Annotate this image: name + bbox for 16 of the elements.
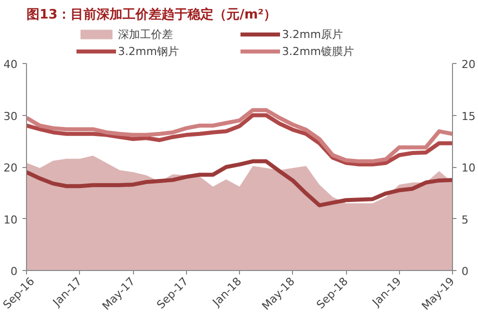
chart-title: 图13：目前深加工价差趋于稳定（元/m²） (26, 6, 277, 22)
y-tick-label: 20 (4, 162, 18, 174)
y2-tick-label: 0 (462, 265, 468, 278)
y-tick-label: 10 (4, 213, 18, 226)
y2-tick-label: 15 (462, 110, 476, 123)
legend-label: 3.2mm原片 (282, 26, 344, 42)
y2-tick-label: 20 (462, 58, 476, 71)
legend-label: 3.2mm镀膜片 (282, 44, 355, 58)
line-series (26, 159, 452, 208)
y2-tick-label: 10 (462, 162, 476, 174)
y2-tick-label: 5 (462, 213, 468, 226)
legend-label: 3.2mm钢片 (118, 44, 180, 58)
y-tick-label: 0 (10, 265, 18, 278)
legend-label: 深加工价差 (118, 26, 174, 42)
y-tick-label: 40 (4, 58, 18, 71)
y-tick-label: 30 (4, 110, 18, 123)
